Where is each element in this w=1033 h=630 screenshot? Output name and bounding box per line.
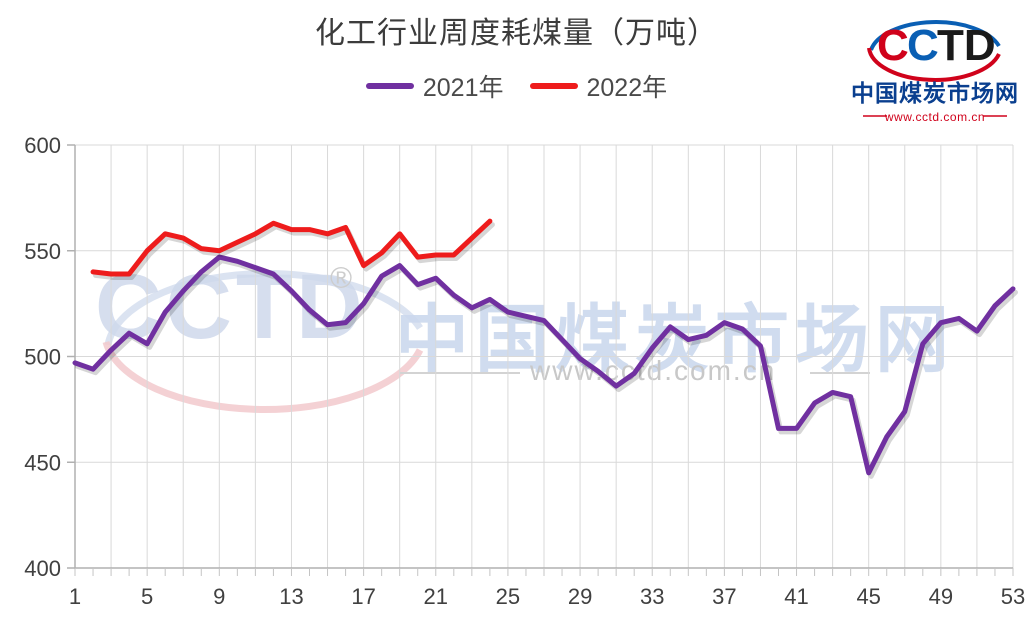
x-tick-label: 1 [69,584,81,609]
y-tick-label: 550 [24,239,61,264]
chart-axes [67,144,1014,576]
x-tick-label: 9 [213,584,225,609]
chart-series-group [72,218,1018,479]
chart-legend: 2021年 2022年 [0,68,1033,104]
legend-item-2021[interactable]: 2021年 [365,68,504,104]
x-tick-label: 17 [351,584,375,609]
logo-name-cn: 中国煤炭市场网 [851,80,1019,107]
x-tick-label: 45 [856,584,880,609]
logo-letter-c1: C [877,21,909,70]
x-tick-label: 37 [712,584,736,609]
cctd-logo-svg: C C TD 中国煤炭市场网 www.cctd.com.cn [851,20,1019,124]
legend-item-2022[interactable]: 2022年 [529,68,668,104]
legend-label-2022: 2022年 [586,74,668,102]
cctd-logo: C C TD 中国煤炭市场网 www.cctd.com.cn [849,4,1021,126]
series-shadow-2021年 [75,258,1018,479]
legend-swatch-2021 [365,83,414,89]
chart-tick-labels: 400 450 500 550 600 1 5 9 13 17 21 25 29 33 37 41 45 49 53 [24,133,1025,609]
logo-arc-bottom [867,47,1001,82]
y-tick-label: 400 [24,556,61,581]
x-tick-label: 21 [424,584,448,609]
x-tick-label: 25 [496,584,520,609]
logo-url: www.cctd.com.cn [884,110,985,124]
logo-letter-c2: C [907,21,939,70]
series-shadow-2022年 [93,222,495,281]
series-line-2022年[interactable] [90,218,493,277]
x-tick-label: 13 [279,584,303,609]
y-tick-label: 600 [24,133,61,158]
x-tick-label: 49 [929,584,953,609]
x-tick-label: 53 [1001,584,1025,609]
logo-letter-td: TD [937,21,996,70]
logo-arc-top [869,20,1001,51]
x-tick-label: 33 [640,584,664,609]
chart-gridlines [74,144,1014,569]
legend-swatch-2022 [529,83,578,89]
y-tick-label: 450 [24,450,61,475]
x-tick-label: 41 [784,584,808,609]
chart-title: 化工行业周度耗煤量（万吨） [315,17,718,50]
x-tick-label: 5 [141,584,153,609]
x-tick-label: 29 [568,584,592,609]
series-line-2021年[interactable] [72,254,1016,476]
y-tick-label: 500 [24,345,61,370]
legend-label-2021: 2021年 [422,74,504,102]
